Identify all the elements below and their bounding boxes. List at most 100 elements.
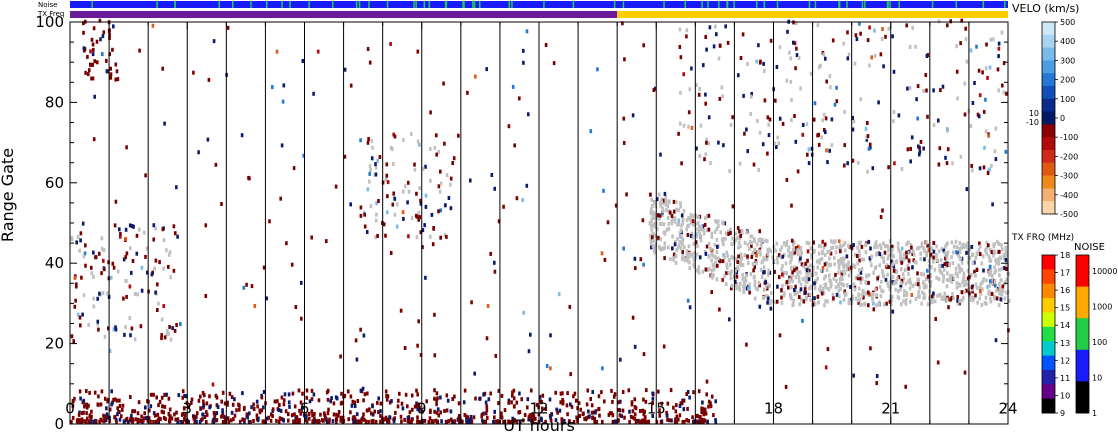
- echo-cell: [854, 33, 858, 38]
- echo-cell: [731, 236, 734, 241]
- echo-cell: [896, 295, 900, 299]
- echo-cell: [906, 86, 909, 91]
- echo-cell: [916, 282, 920, 287]
- echo-cell: [386, 210, 389, 215]
- echo-cell: [434, 418, 438, 423]
- echo-cell: [692, 242, 696, 246]
- echo-cell: [737, 240, 741, 245]
- echo-cell: [922, 146, 925, 151]
- echo-cell: [886, 244, 889, 249]
- echo-cell: [92, 137, 96, 142]
- echo-cell: [652, 238, 655, 243]
- echo-cell: [690, 66, 693, 71]
- echo-cell: [399, 308, 403, 313]
- echo-cell: [85, 411, 88, 416]
- echo-cell: [950, 240, 954, 245]
- echo-cell: [339, 401, 343, 406]
- echo-cell: [887, 284, 890, 288]
- echo-cell: [830, 117, 834, 122]
- echo-cell: [675, 207, 678, 212]
- echo-cell: [843, 271, 847, 276]
- echo-cell: [782, 241, 786, 246]
- echo-cell: [736, 236, 739, 241]
- echo-cell: [810, 264, 814, 269]
- echo-cell: [235, 408, 238, 413]
- echo-cell: [691, 219, 695, 224]
- echo-cell: [1005, 277, 1009, 282]
- echo-cell: [880, 288, 883, 293]
- echo-cell: [103, 267, 106, 272]
- echo-cell: [628, 419, 631, 424]
- echo-cell: [600, 390, 603, 395]
- echo-cell: [971, 261, 975, 266]
- echo-cell: [655, 419, 659, 424]
- noise-colorbar-segment: [1076, 318, 1089, 351]
- echo-cell: [768, 270, 772, 275]
- echo-cell: [162, 415, 166, 420]
- echo-cell: [157, 301, 160, 306]
- echo-cell: [650, 207, 653, 212]
- velocity-near-zero-label: -10: [1026, 118, 1039, 127]
- echo-cell: [78, 389, 82, 394]
- echo-cell: [137, 400, 141, 405]
- echo-cell: [162, 266, 165, 271]
- echo-cell: [826, 299, 829, 304]
- echo-cell: [597, 394, 601, 399]
- echo-cell: [435, 133, 438, 138]
- echo-cell: [199, 394, 202, 399]
- echo-cell: [917, 144, 920, 149]
- echo-cell: [960, 267, 964, 272]
- echo-cell: [849, 297, 853, 302]
- echo-cell: [750, 255, 754, 259]
- echo-cell: [817, 300, 820, 305]
- echo-cell: [353, 400, 356, 405]
- echo-cell: [739, 56, 743, 60]
- echo-cell: [795, 266, 799, 271]
- echo-cell: [799, 287, 803, 292]
- echo-cell: [812, 240, 815, 245]
- echo-cell: [927, 248, 931, 253]
- echo-cell: [515, 400, 519, 405]
- echo-cell: [128, 316, 132, 321]
- echo-cell: [423, 223, 426, 228]
- echo-cell: [114, 62, 118, 67]
- echo-cell: [374, 420, 378, 424]
- echo-cell: [96, 60, 99, 65]
- echo-cell: [973, 269, 976, 274]
- echo-cell: [791, 248, 795, 253]
- echo-cell: [469, 417, 472, 422]
- echo-cell: [927, 279, 931, 283]
- echo-cell: [695, 227, 698, 232]
- echo-cell: [958, 298, 961, 303]
- echo-cell: [703, 407, 707, 412]
- x-tick-label: 3: [182, 400, 192, 418]
- echo-cell: [415, 235, 419, 240]
- echo-cell: [681, 217, 685, 222]
- echo-cell: [649, 209, 653, 214]
- echo-cell: [771, 255, 775, 260]
- echo-cell: [806, 249, 810, 254]
- echo-cell: [703, 222, 707, 227]
- echo-cell: [97, 402, 100, 407]
- echo-cell: [687, 110, 691, 115]
- echo-cell: [111, 261, 115, 266]
- echo-cell: [77, 412, 81, 417]
- echo-cell: [242, 285, 246, 290]
- echo-cell: [561, 401, 565, 406]
- echo-cell: [280, 395, 284, 400]
- echo-cell: [790, 255, 793, 260]
- echo-cell: [870, 55, 873, 60]
- echo-cell: [473, 371, 476, 376]
- echo-cell: [592, 410, 596, 415]
- echo-cell: [903, 288, 906, 293]
- echo-cell: [682, 72, 685, 77]
- echo-cell: [589, 129, 593, 134]
- echo-cell: [989, 37, 993, 42]
- echo-cell: [694, 240, 698, 245]
- echo-cell: [139, 324, 143, 329]
- echo-cell: [320, 418, 324, 423]
- echo-cell: [884, 34, 887, 39]
- echo-cell: [804, 261, 807, 266]
- echo-cell: [995, 288, 999, 293]
